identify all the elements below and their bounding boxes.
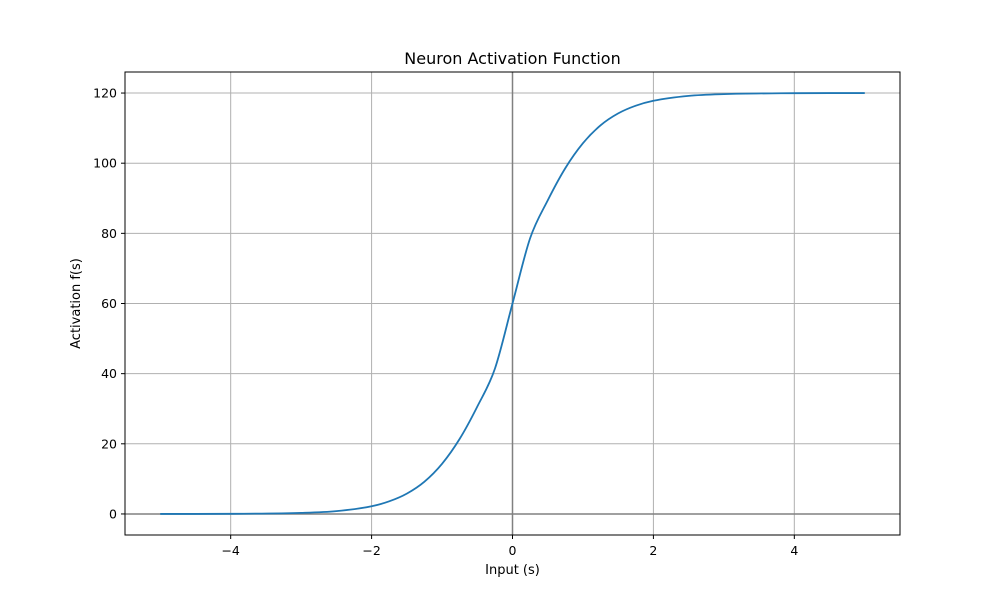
- y-tick-label: 0: [109, 506, 117, 521]
- y-tick-label: 60: [101, 296, 117, 311]
- y-axis-label: Activation f(s): [69, 258, 84, 349]
- x-axis-label: Input (s): [485, 563, 540, 578]
- x-tick-label: −2: [362, 543, 380, 558]
- x-tick-label: 0: [509, 543, 517, 558]
- y-tick-label: 80: [101, 226, 117, 241]
- activation-curve: [160, 92, 865, 515]
- y-tick-label: 100: [93, 156, 117, 171]
- y-tick-label: 40: [101, 366, 117, 381]
- chart-title: Neuron Activation Function: [404, 49, 620, 68]
- series-layer: [160, 92, 865, 515]
- y-tick-label: 20: [101, 436, 117, 451]
- x-tick-label: 4: [790, 543, 798, 558]
- x-tick-label: −4: [221, 543, 239, 558]
- y-tick-label: 120: [93, 86, 117, 101]
- x-tick-label: 2: [649, 543, 657, 558]
